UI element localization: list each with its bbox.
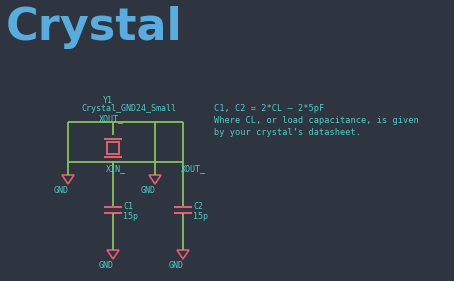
Text: GND: GND [169,261,184,270]
Text: 15p: 15p [193,212,208,221]
Text: Crystal_GND24_Small: Crystal_GND24_Small [81,104,176,113]
Text: 15p: 15p [123,212,138,221]
Text: by your crystal’s datasheet.: by your crystal’s datasheet. [214,128,361,137]
Text: C1, C2 = 2*CL – 2*5pF: C1, C2 = 2*CL – 2*5pF [214,104,324,113]
Text: XIN_: XIN_ [106,164,126,173]
Text: GND: GND [99,261,114,270]
Text: GND: GND [141,186,156,195]
Text: Crystal: Crystal [6,6,183,49]
Text: Where CL, or load capacitance, is given: Where CL, or load capacitance, is given [214,116,419,125]
Bar [107,142,119,154]
Text: XOUT_: XOUT_ [99,114,124,123]
Text: XOUT_: XOUT_ [181,164,206,173]
Text: C1: C1 [123,202,133,211]
Text: GND: GND [54,186,69,195]
Text: C2: C2 [193,202,203,211]
Text: Y1: Y1 [103,96,113,105]
